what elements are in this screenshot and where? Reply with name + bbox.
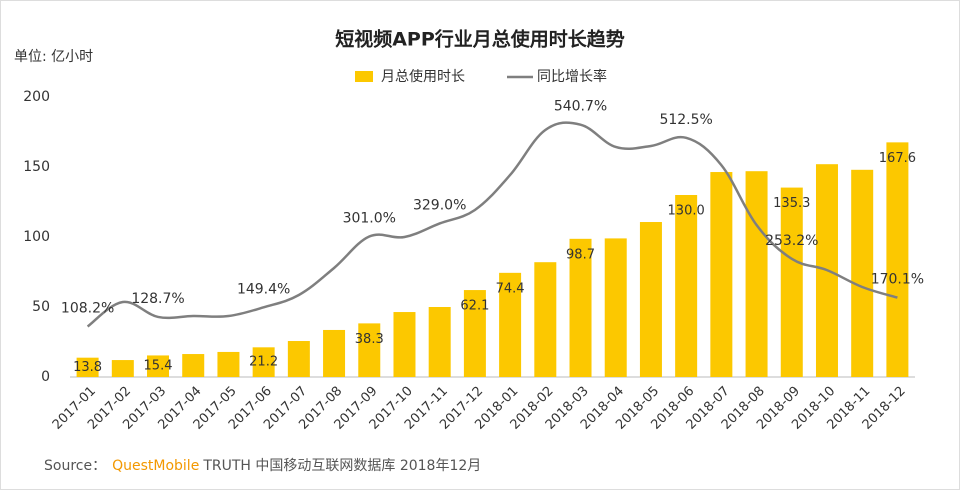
line-value-label: 253.2%: [765, 233, 818, 249]
bar-value-label: 98.7: [566, 247, 595, 262]
bar: [323, 329, 346, 377]
line-value-label: 108.2%: [61, 301, 114, 317]
bar: [428, 307, 451, 377]
legend-label: 同比增长率: [537, 68, 607, 85]
chart-title: 短视频APP行业月总使用时长趋势: [335, 28, 625, 51]
source-rest: TRUTH 中国移动互联网数据库 2018年12月: [202, 458, 481, 474]
bar: [851, 169, 874, 377]
bar: [358, 323, 381, 377]
y-tick-label: 100: [23, 229, 50, 245]
bar-value-label: 74.4: [496, 281, 525, 296]
bar-value-label: 135.3: [773, 196, 810, 211]
y-tick-label: 0: [41, 369, 50, 385]
bar: [76, 357, 99, 377]
line-value-label: 301.0%: [343, 211, 396, 227]
bar: [710, 172, 733, 377]
bar: [604, 238, 627, 377]
bar: [639, 222, 662, 377]
bar: [886, 142, 909, 377]
bar-value-label: 62.1: [460, 299, 489, 314]
bar: [182, 354, 205, 377]
y-tick-label: 150: [23, 159, 50, 175]
legend-label: 月总使用时长: [381, 68, 465, 85]
y-tick-label: 200: [23, 89, 50, 105]
bar-value-label: 130.0: [668, 204, 705, 219]
y-tick-label: 50: [32, 299, 50, 315]
bar: [675, 195, 698, 377]
bar: [287, 341, 310, 377]
bar: [252, 347, 275, 377]
bar-value-label: 13.8: [73, 360, 102, 375]
bar: [147, 355, 170, 377]
source-prefix: Source： QuestMobile TRUTH 中国移动互联网数据库 2018年…: [44, 458, 481, 474]
line: [86, 121, 898, 328]
line-value-label: 170.1%: [871, 272, 924, 288]
line-value-label: 540.7%: [554, 99, 607, 115]
bar-value-label: 15.4: [144, 359, 173, 374]
bar-value-label: 21.2: [249, 355, 278, 370]
line-value-label: 128.7%: [131, 291, 184, 307]
legend-swatch: [355, 71, 373, 82]
bar-value-label: 38.3: [355, 332, 384, 347]
bar: [393, 312, 416, 377]
line-value-label: 329.0%: [413, 197, 466, 213]
bar: [534, 262, 557, 377]
bar: [217, 351, 240, 377]
line-value-label: 512.5%: [659, 112, 712, 128]
bar: [780, 187, 803, 377]
unit-label: 单位: 亿小时: [14, 49, 93, 65]
line-value-label: 149.4%: [237, 281, 290, 297]
bar: [745, 171, 768, 377]
bar: [111, 360, 134, 377]
bar: [463, 290, 486, 377]
source-brand: QuestMobile: [112, 458, 199, 474]
source-prefix-text: Source：: [44, 458, 106, 474]
bar-value-label: 167.6: [879, 151, 916, 166]
bar: [569, 238, 592, 377]
bar: [499, 272, 522, 377]
